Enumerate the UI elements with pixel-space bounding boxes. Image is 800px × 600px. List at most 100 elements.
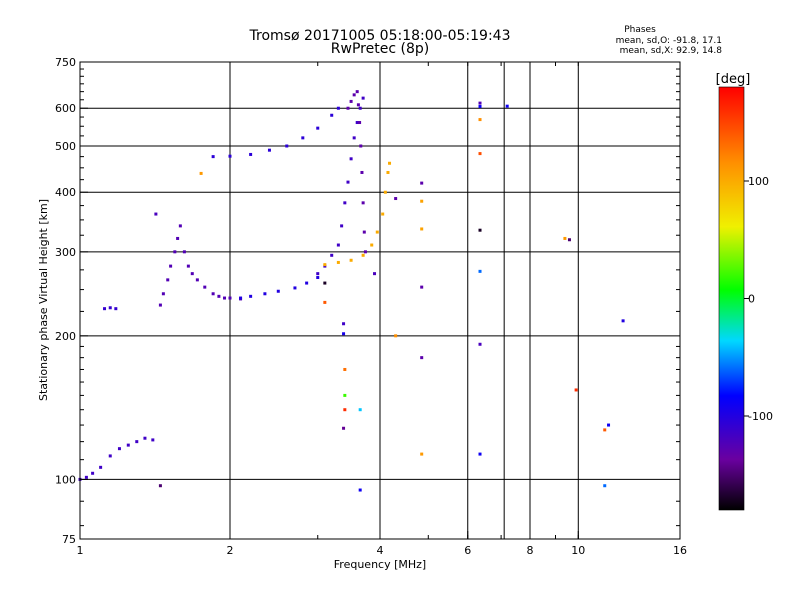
trace-6-point-7: [330, 113, 334, 117]
scatter-point-18: [420, 227, 424, 231]
trace-5-point-8: [361, 201, 365, 205]
scatter-point-4: [323, 300, 327, 304]
scatter-point-34: [603, 428, 607, 432]
chart-title: Tromsø 20171005 05:18:00-05:19:43: [249, 28, 511, 44]
trace-5-point-2: [352, 93, 356, 97]
scatter-point-1: [154, 212, 158, 216]
trace-5-point-10: [363, 250, 367, 254]
trace-2-point-8: [186, 264, 190, 268]
x-tick-label: 16: [673, 544, 687, 557]
stats-line-x: mean, sd,X: 92.9, 14.8: [620, 46, 723, 56]
trace-7-point-4: [370, 243, 374, 247]
trace-4-point-9: [355, 121, 359, 125]
trace-7-point-8: [386, 170, 390, 174]
trace-2-point-1: [161, 292, 165, 296]
trace-2-point-11: [203, 285, 207, 289]
scatter-point-15: [394, 197, 398, 201]
trace-5-point-6: [359, 144, 363, 148]
trace-0-point-1: [84, 475, 88, 479]
trace-4-point-10: [358, 106, 362, 110]
scatter-point-29: [478, 452, 482, 456]
x-tick-label: 2: [227, 544, 234, 557]
trace-0-point-7: [135, 440, 139, 444]
y-tick-label: 400: [55, 186, 76, 199]
colorbar-label: [deg]: [716, 72, 751, 87]
trace-7-point-0: [323, 263, 327, 267]
trace-3-point-1: [249, 294, 253, 298]
trace-4-point-6: [346, 180, 350, 184]
y-tick-label: 200: [55, 330, 76, 343]
trace-5-point-0: [346, 106, 350, 110]
trace-3-point-6: [316, 276, 320, 280]
trace-4-point-2: [330, 253, 334, 257]
trace-5-point-4: [356, 103, 360, 107]
y-tick-label: 750: [55, 56, 76, 69]
scatter-point-22: [478, 101, 482, 105]
scatter-point-17: [420, 199, 424, 203]
trace-0-point-9: [151, 438, 155, 442]
trace-5-point-1: [349, 99, 353, 103]
y-axis-ticks: 75 100 200 300 400 500 600 750: [55, 56, 680, 546]
trace-1-point-2: [114, 307, 118, 311]
trace-6-point-1: [228, 154, 232, 158]
x-tick-label: 1: [77, 544, 84, 557]
grid-lines: [80, 62, 680, 539]
colorbar-tick-label: -100: [748, 410, 773, 423]
trace-3-point-2: [263, 292, 267, 296]
y-tick-label: 500: [55, 140, 76, 153]
scatter-point-31: [563, 236, 567, 240]
trace-6-point-4: [285, 144, 289, 148]
stats-heading: Phases: [624, 25, 656, 35]
trace-2-point-13: [217, 294, 221, 298]
trace-2-point-4: [173, 250, 177, 254]
scatter-point-26: [478, 228, 482, 232]
trace-6-point-6: [316, 126, 320, 130]
y-tick-label: 100: [55, 473, 76, 486]
trace-7-point-9: [388, 161, 392, 165]
scatter-point-13: [373, 272, 377, 276]
scatter-point-7: [343, 367, 347, 371]
trace-0-point-4: [108, 454, 112, 458]
scatter-point-27: [478, 269, 482, 273]
scatter-point-3: [323, 281, 327, 285]
trace-5-point-3: [355, 90, 359, 94]
colorbar-tick-label: 100: [748, 175, 769, 188]
trace-4-point-7: [349, 157, 353, 161]
trace-7-point-2: [349, 258, 353, 262]
x-axis-label: Frequency [MHz]: [334, 558, 426, 571]
trace-3-point-3: [276, 289, 280, 293]
trace-5-point-5: [358, 121, 362, 125]
trace-2-point-9: [190, 272, 194, 276]
scatter-point-19: [420, 285, 424, 289]
trace-4-point-8: [352, 136, 356, 140]
trace-0-point-5: [117, 447, 121, 451]
y-tick-label: 75: [62, 533, 76, 546]
trace-6-point-0: [211, 155, 215, 159]
trace-0-point-6: [126, 443, 130, 447]
trace-4-point-3: [336, 243, 340, 247]
trace-6-point-8: [336, 106, 340, 110]
trace-6-point-3: [267, 148, 271, 152]
trace-6-point-2: [249, 152, 253, 156]
trace-1-point-0: [103, 307, 107, 311]
trace-0-point-8: [143, 436, 147, 440]
trace-3-point-5: [305, 281, 309, 285]
trace-4-point-4: [340, 224, 344, 228]
scatter-point-35: [607, 423, 611, 427]
y-tick-label: 300: [55, 246, 76, 259]
scatter-point-6: [342, 332, 346, 336]
trace-3-point-0: [239, 296, 243, 300]
colorbar-tick-label: 0: [748, 293, 755, 306]
trace-2-point-7: [182, 250, 186, 254]
scatter-point-37: [621, 319, 625, 323]
scatter-point-9: [343, 408, 347, 412]
scatter-point-8: [343, 393, 347, 397]
trace-7-point-7: [383, 190, 387, 194]
scatter-point-16: [420, 181, 424, 185]
trace-5-point-9: [362, 230, 366, 234]
trace-2-point-0: [158, 303, 162, 307]
trace-7-point-6: [381, 212, 385, 216]
scatter-point-25: [478, 152, 482, 156]
x-tick-label: 8: [527, 544, 534, 557]
